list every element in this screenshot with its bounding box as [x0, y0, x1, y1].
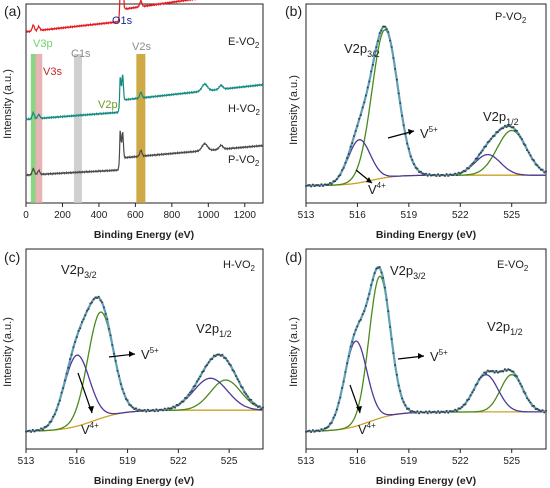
panel-a-tick-label: 200: [54, 210, 71, 221]
panel-a-peak-bands: [30, 54, 146, 203]
series-label-p-vo2: P-VO2: [228, 154, 260, 168]
panel-d-v5-arrowhead: [418, 353, 424, 359]
panel-c-tick-label: 522: [170, 456, 187, 467]
panel-d-v4-arrowhead: [356, 406, 362, 413]
panel-a-tick-label: 1000: [197, 210, 220, 221]
panel-c: (c) H-VO2 513 516 519 522 525 Binding Energy…: [2, 248, 264, 487]
panel-a-ylabel: Intensity (a.u.): [2, 69, 14, 139]
panel-b-v5-label: V5+: [420, 125, 438, 141]
panel-b-v5-component: [306, 29, 547, 187]
panel-c-label: (c): [4, 249, 20, 265]
panel-b-tick-label: 516: [349, 210, 366, 221]
band-v3s: [35, 54, 43, 203]
panel-a-xlabel: Binding Energy (eV): [94, 229, 194, 241]
panel-b-curves: [305, 25, 547, 188]
survey-line-p-vo2: [25, 130, 264, 177]
panel-c-curves: [25, 295, 264, 433]
band-v2s: [136, 54, 146, 203]
panel-d-x-ticks: 513 516 519 522 525: [298, 449, 520, 467]
panel-a: (a) 0 200 400 600 800 1000 1200 Binding Energy…: [2, 0, 264, 241]
panel-c-peak-label-32: V2p3/2: [61, 262, 97, 280]
panel-a-tick-label: 400: [91, 210, 108, 221]
panel-a-spectra: [25, 0, 264, 177]
panel-d-data-points: [305, 266, 547, 433]
panel-c-v4-arrowhead: [88, 406, 94, 413]
panel-c-data-points: [25, 295, 264, 433]
peak-label-v2s: V2s: [132, 41, 151, 53]
panel-d-frame: [305, 248, 547, 450]
panel-d-label: (d): [285, 249, 302, 265]
panel-c-xlabel: Binding Energy (eV): [94, 475, 194, 487]
panel-b-label: (b): [285, 3, 302, 19]
panel-c-v5-label: V5+: [141, 346, 159, 362]
panel-d-peak-label-12: V2p1/2: [487, 319, 523, 337]
survey-line-h-vo2: [25, 74, 264, 122]
panel-a-tick-label: 800: [164, 210, 181, 221]
panel-c-tick-label: 516: [68, 456, 85, 467]
panel-d-tick-label: 513: [298, 456, 315, 467]
series-label-h-vo2: H-VO2: [228, 103, 261, 117]
panel-d-peak-label-32: V2p3/2: [390, 263, 426, 281]
peak-label-v3s: V3s: [43, 66, 62, 78]
survey-line-e-vo2: [25, 0, 197, 34]
panel-b-v4-component: [306, 139, 546, 187]
panel-b-x-ticks: 513 516 519 522 525: [298, 203, 520, 221]
panel-d-sample: E-VO2: [497, 259, 529, 273]
panel-d-v4-label: V4+: [358, 421, 376, 437]
panel-c-frame: [25, 248, 264, 450]
panel-c-envelope: [26, 296, 264, 433]
panel-a-tick-label: 1200: [234, 210, 257, 221]
panel-b-tick-label: 525: [503, 210, 520, 221]
panel-b-sample: P-VO2: [495, 11, 527, 25]
panel-d-xlabel: Binding Energy (eV): [376, 475, 476, 487]
peak-label-v2p: V2p: [98, 99, 118, 111]
panel-b-v4-arrowhead: [366, 177, 372, 183]
panel-d-tick-label: 519: [401, 456, 418, 467]
peak-label-c1s: C1s: [71, 48, 91, 60]
panel-b-tick-label: 513: [298, 210, 315, 221]
panel-b-peak-label-12: V2p1/2: [483, 109, 519, 127]
panel-c-tick-label: 525: [221, 456, 238, 467]
panel-c-tick-label: 513: [18, 456, 35, 467]
panel-b-tick-label: 519: [401, 210, 418, 221]
panel-d-tick-label: 525: [503, 456, 520, 467]
panel-b-xlabel: Binding Energy (eV): [376, 229, 476, 241]
panel-c-v4-label: V4+: [81, 421, 99, 437]
band-c1s: [73, 54, 82, 203]
panel-d-envelope: [305, 266, 547, 433]
panel-b-data-points: [305, 25, 547, 188]
panel-a-label: (a): [4, 3, 21, 19]
panel-b-frame: [305, 3, 547, 204]
panel-b: (b) P-VO2 513 516 519 522 525 Binding Energy…: [285, 3, 547, 241]
panel-d-tick-label: 516: [349, 456, 366, 467]
panel-a-tick-label: 0: [23, 210, 29, 221]
panel-b-tick-label: 522: [452, 210, 469, 221]
panel-c-v5-arrowhead: [129, 351, 135, 357]
panel-c-sample: H-VO2: [223, 259, 256, 273]
panel-c-tick-label: 519: [119, 456, 136, 467]
panel-c-x-ticks: 513 516 519 522 525: [18, 449, 238, 467]
panel-d-curves: [305, 266, 547, 433]
panel-b-ylabel: Intensity (a.u.): [288, 75, 300, 145]
panel-d-v5-label: V5+: [430, 348, 448, 364]
panel-c-peak-label-12: V2p1/2: [196, 321, 232, 339]
panel-c-ylabel: Intensity (a.u.): [2, 317, 14, 387]
panel-d: (d) E-VO2 513 516 519 522 525 Binding Energy…: [285, 248, 547, 487]
panel-a-tick-label: 600: [127, 210, 144, 221]
panel-c-v4-arrow: [77, 372, 93, 414]
panel-a-x-ticks: 0 200 400 600 800 1000 1200: [23, 203, 256, 221]
panel-b-v5-arrowhead: [408, 129, 414, 135]
band-v3p: [30, 54, 36, 203]
series-label-e-vo2: E-VO2: [228, 36, 260, 50]
peak-label-v3p: V3p: [33, 38, 53, 50]
panel-d-v5-component: [306, 275, 547, 432]
panel-d-tick-label: 522: [452, 456, 469, 467]
panel-b-envelope: [306, 25, 547, 187]
panel-d-ylabel: Intensity (a.u.): [288, 317, 300, 387]
panel-b-v4-label: V4+: [368, 181, 386, 197]
peak-label-o1s: O1s: [112, 15, 133, 27]
panel-b-peak-label-32: V2p3/2: [344, 41, 380, 59]
